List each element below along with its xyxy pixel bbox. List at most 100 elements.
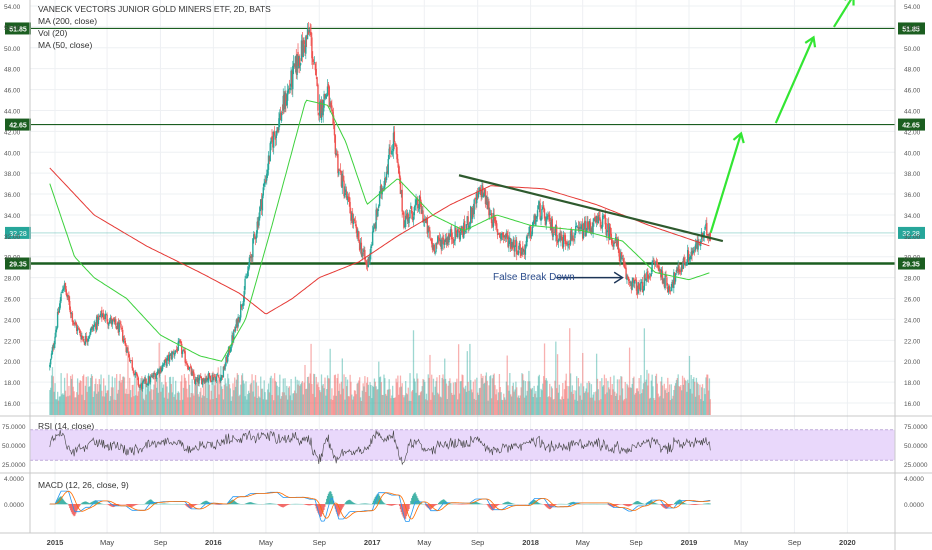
volume-bar [452, 382, 455, 415]
macd-histogram-bar [110, 504, 113, 507]
macd-histogram-bar [284, 504, 286, 507]
candle-body [473, 199, 475, 215]
volume-bar [311, 384, 313, 415]
price-tick-label-right: 20.00 [904, 359, 921, 366]
volume-bar [472, 381, 475, 415]
macd-histogram-bar [429, 504, 431, 510]
volume-bar [80, 380, 82, 415]
candle-body [216, 374, 218, 376]
candle-body [343, 180, 345, 197]
projection-arrow-3[interactable] [833, 0, 854, 28]
volume-bar [542, 383, 544, 415]
macd-histogram-bar [206, 500, 208, 505]
macd-histogram-bar [283, 504, 285, 507]
drawings[interactable] [458, 0, 855, 284]
candle-body [233, 329, 236, 332]
candle-body [704, 226, 706, 231]
candle-body [504, 234, 507, 240]
macd-histogram-bar [80, 503, 82, 505]
macd-histogram-bar [81, 502, 83, 505]
candle-body [683, 257, 685, 263]
candle-body [449, 234, 451, 238]
volume-bar [637, 391, 639, 415]
volume-bar [175, 399, 178, 415]
candle-body [571, 235, 573, 240]
candle-body [581, 224, 583, 228]
candle-body [245, 277, 247, 279]
volume-bar [462, 375, 464, 415]
macd-histogram-bar [553, 504, 555, 506]
volume-bar [489, 376, 491, 415]
volume-bar [288, 386, 291, 415]
macd-histogram-bar [655, 503, 658, 505]
projection-arrow-1-head[interactable] [732, 131, 745, 144]
volume-bar [323, 388, 325, 415]
volume-bar [108, 374, 110, 415]
candle-body [659, 269, 661, 271]
volume-bar [244, 396, 246, 415]
volume-bar [481, 378, 483, 415]
candle-body [76, 327, 79, 332]
volume-bar [261, 388, 264, 415]
candle-body [612, 244, 614, 246]
candle-body [393, 131, 396, 142]
volume-bar [265, 399, 267, 415]
macd-histogram-bar [195, 504, 198, 505]
candle-body [648, 276, 651, 278]
volume-bar [487, 400, 489, 415]
volume-bar [499, 387, 501, 415]
macd-histogram-bar [310, 504, 312, 506]
candle-body [282, 95, 284, 111]
volume-bar [470, 380, 472, 415]
projection-arrow-1[interactable] [709, 133, 743, 234]
candle-body [622, 258, 625, 263]
macd-histogram-bar [313, 504, 315, 505]
candle-body [328, 86, 330, 107]
candle-body [610, 233, 613, 240]
false-break-arrow-head[interactable] [613, 271, 624, 284]
volume-bar [251, 374, 253, 415]
volume-bar [541, 390, 543, 415]
volume-bar [300, 382, 303, 415]
resistance-trendline[interactable] [458, 174, 724, 243]
volume-bar [465, 391, 468, 415]
volume-bar [453, 394, 455, 415]
macd-histogram-bar [286, 504, 288, 506]
candle-body [640, 281, 643, 283]
candle-body [339, 170, 342, 173]
macd-histogram-bar [135, 504, 138, 505]
macd-histogram-bar [610, 504, 612, 507]
macd-histogram-bar [641, 503, 644, 505]
candle-body [429, 230, 431, 239]
volume-bar [451, 395, 454, 415]
macd-histogram-bar [492, 504, 494, 511]
macd-histogram-bar [491, 504, 494, 511]
volume-bar [60, 373, 62, 415]
volume-bar [364, 376, 366, 415]
volume-bar [214, 385, 216, 415]
candle-body [352, 219, 355, 225]
volume-bar [569, 373, 572, 415]
volume-bar [407, 387, 409, 415]
candle-body [167, 354, 170, 361]
candle-body [75, 325, 78, 332]
volume-bar [660, 381, 662, 415]
volume-bar [126, 393, 128, 415]
volume-bar [237, 374, 239, 415]
projection-arrow-2-head[interactable] [804, 35, 817, 48]
candle-body [340, 171, 343, 187]
level-price-tag-left [5, 22, 31, 35]
candle-body [679, 271, 681, 272]
volume-bar [83, 400, 86, 415]
candle-body [562, 239, 564, 248]
projection-arrow-2[interactable] [774, 36, 815, 124]
last-price-label-right: 32.28 [902, 231, 920, 238]
price-tick-label-right: 44.00 [904, 108, 921, 115]
volume-bar [522, 374, 524, 415]
macd-histogram-bar [331, 493, 333, 505]
macd-histogram-bar [662, 504, 664, 508]
macd-histogram-bar [279, 504, 281, 507]
projection-arrow-3-head[interactable] [844, 0, 855, 6]
